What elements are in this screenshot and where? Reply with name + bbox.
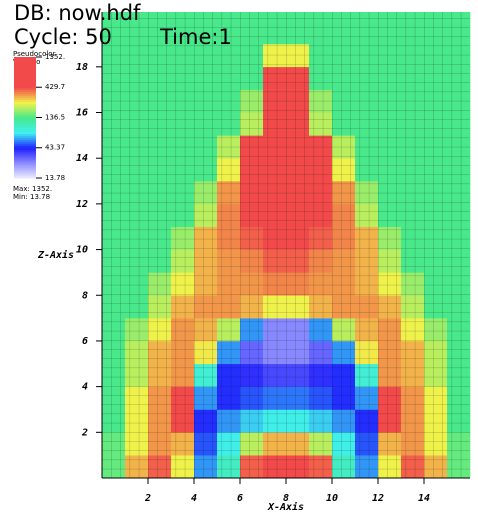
colorbar-segment	[14, 153, 36, 157]
colorbar-segment	[14, 87, 36, 90]
y-tick-label: 8	[82, 290, 88, 301]
colorbar-segment	[14, 71, 36, 74]
colorbar-segment	[14, 155, 36, 159]
colorbar-label: 43.37	[45, 144, 65, 152]
colorbar-label: 13.78	[45, 174, 65, 182]
colorbar-segment	[14, 85, 36, 88]
colorbar-segment	[14, 89, 36, 92]
db-label: DB: now.hdf	[14, 1, 141, 25]
colorbar-segment	[14, 145, 36, 149]
colorbar-segment	[14, 61, 36, 64]
max-label: Max: 1352.	[13, 185, 52, 193]
colorbar-segment	[14, 157, 36, 161]
colorbar-segment	[14, 83, 36, 86]
time-label: Time:1	[159, 25, 232, 49]
colorbar-segment	[14, 95, 36, 98]
x-tick-label: 6	[237, 493, 243, 504]
x-tick-label: 4	[191, 493, 197, 504]
y-tick-label: 2	[81, 427, 88, 438]
colorbar-segment	[14, 137, 36, 141]
y-tick-label: 4	[82, 382, 88, 393]
x-tick-label: 14	[418, 493, 430, 504]
colorbar-segment	[14, 109, 36, 112]
colorbar-segment	[14, 171, 36, 175]
x-tick-label: 12	[372, 493, 384, 504]
min-label: Min: 13.78	[13, 193, 50, 201]
colorbar-segment	[14, 79, 36, 82]
x-tick-label: 8	[283, 493, 289, 504]
colorbar-segment	[14, 127, 36, 131]
colorbar-segment	[14, 129, 36, 133]
colorbar-segment	[14, 75, 36, 78]
colorbar-segment	[14, 77, 36, 80]
colorbar-segment	[14, 125, 36, 129]
x-axis-label: X-Axis	[267, 501, 304, 513]
colorbar-segment	[14, 105, 36, 108]
colorbar-segment	[14, 139, 36, 143]
colorbar-segment	[14, 175, 36, 179]
colorbar-segment	[14, 57, 36, 60]
colorbar-segment	[14, 101, 36, 104]
colorbar-segment	[14, 113, 36, 116]
y-tick-label: 14	[76, 153, 88, 164]
y-tick-label: 16	[76, 108, 88, 119]
colorbar-segment	[14, 73, 36, 76]
colorbar-segment	[14, 173, 36, 177]
colorbar-segment	[14, 69, 36, 72]
colorbar-segment	[14, 65, 36, 68]
colorbar-segment	[14, 99, 36, 102]
colorbar-segment	[14, 159, 36, 163]
colorbar-segment	[14, 169, 36, 173]
colorbar-label: 429.7	[45, 83, 65, 91]
colorbar-segment	[14, 91, 36, 94]
legend-title: Pseudocolor	[13, 50, 56, 58]
colorbar-segment	[14, 63, 36, 66]
colorbar-segment	[14, 151, 36, 155]
colorbar-segment	[14, 81, 36, 84]
y-tick-label: 6	[82, 336, 88, 347]
colorbar-segment	[14, 147, 36, 151]
colorbar-segment	[14, 111, 36, 114]
y-tick-label: 10	[76, 245, 88, 256]
colorbar-segment	[14, 131, 36, 135]
colorbar-segment	[14, 59, 36, 62]
colorbar-segment	[14, 121, 36, 125]
colorbar-segment	[14, 93, 36, 96]
colorbar-segment	[14, 163, 36, 167]
colorbar-segment	[14, 161, 36, 165]
colorbar-segment	[14, 107, 36, 110]
colorbar-segment	[14, 67, 36, 70]
x-tick-label: 10	[326, 493, 338, 504]
mesh	[102, 12, 470, 478]
cycle-label: Cycle: 50	[14, 25, 112, 49]
colorbar-segment	[14, 97, 36, 100]
colorbar-segment	[14, 141, 36, 145]
colorbar-segment	[14, 143, 36, 147]
colorbar-segment	[14, 119, 36, 123]
colorbar-segment	[14, 149, 36, 153]
colorbar-segment	[14, 135, 36, 139]
colorbar-label: 136.5	[45, 113, 65, 121]
colorbar-segment	[14, 123, 36, 127]
y-tick-label: 18	[76, 62, 88, 73]
y-tick-label: 12	[76, 199, 88, 210]
y-axis-label: Z-Axis	[37, 249, 74, 261]
colorbar-label: 1352.	[45, 53, 65, 61]
colorbar-segment	[14, 167, 36, 171]
colorbar-segment	[14, 103, 36, 106]
colorbar-segment	[14, 165, 36, 169]
colorbar-segment	[14, 115, 36, 118]
colorbar-segment	[14, 117, 36, 121]
colorbar-segment	[14, 133, 36, 137]
x-tick-label: 2	[144, 493, 151, 504]
